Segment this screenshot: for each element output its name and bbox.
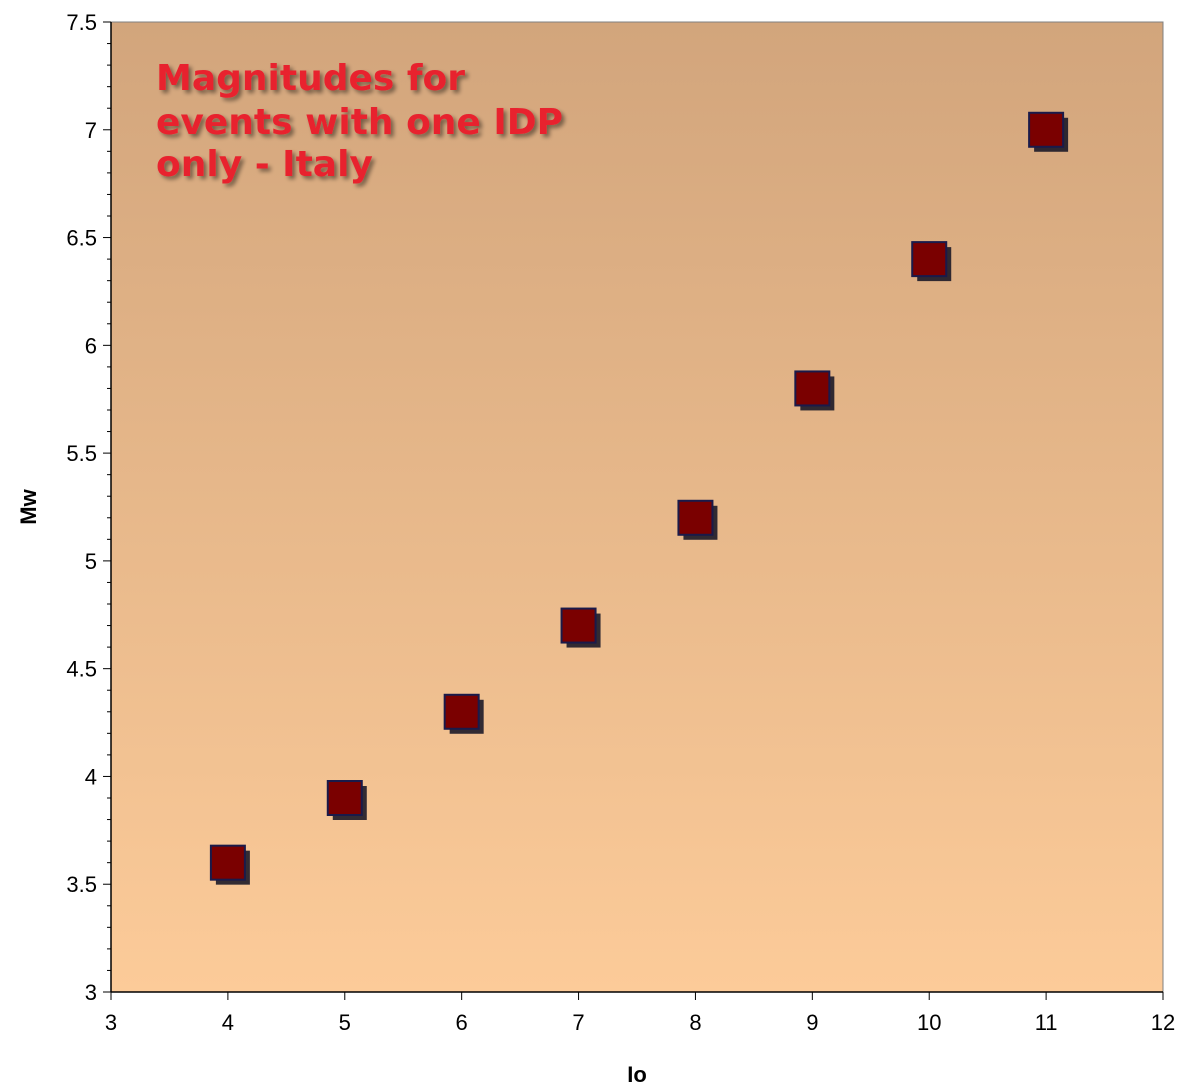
x-tick-label: 6 <box>456 1010 468 1035</box>
y-tick-label: 6.5 <box>66 226 97 251</box>
chart-annotation: Magnitudes for events with one IDP only … <box>156 58 563 185</box>
data-point <box>209 844 246 881</box>
annotation-line-3: only - Italy <box>156 144 373 185</box>
data-point <box>677 499 714 536</box>
y-tick-label: 3.5 <box>66 872 97 897</box>
y-tick-label: 6 <box>85 333 97 358</box>
data-point <box>911 241 948 278</box>
data-point <box>560 607 597 644</box>
y-tick-label: 5.5 <box>66 441 97 466</box>
y-tick-label: 3 <box>85 980 97 1005</box>
y-tick-label: 7.5 <box>66 10 97 35</box>
x-axis-label: Io <box>627 1062 647 1086</box>
x-tick-label: 3 <box>105 1010 117 1035</box>
annotation-line-1: Magnitudes for <box>156 58 465 99</box>
y-tick-label: 4 <box>85 764 97 789</box>
x-tick-label: 10 <box>917 1010 941 1035</box>
data-point <box>326 780 363 816</box>
x-tick-label: 12 <box>1151 1010 1175 1035</box>
annotation-line-2: events with one IDP <box>156 102 563 143</box>
data-points <box>209 111 1069 885</box>
data-point <box>794 370 831 407</box>
y-tick-label: 7 <box>85 118 97 143</box>
data-point <box>443 693 480 730</box>
y-tick-label: 5 <box>85 549 97 574</box>
data-point <box>1028 111 1065 148</box>
x-tick-label: 9 <box>806 1010 818 1035</box>
x-tick-label: 7 <box>572 1010 584 1035</box>
x-tick-label: 8 <box>689 1010 701 1035</box>
axes <box>110 22 1163 993</box>
x-tick-label: 11 <box>1035 1010 1058 1035</box>
plot-area <box>110 21 1164 993</box>
ticks: 3 3.5 4 4.5 5 5.5 6 6.5 7 7.5 3 4 5 6 7 8 9 10 11 12 <box>66 10 1175 1035</box>
x-tick-label: 4 <box>222 1010 234 1035</box>
x-tick-label: 5 <box>339 1010 351 1035</box>
y-tick-label: 4.5 <box>66 657 97 682</box>
y-axis-label: Mw <box>16 488 41 524</box>
